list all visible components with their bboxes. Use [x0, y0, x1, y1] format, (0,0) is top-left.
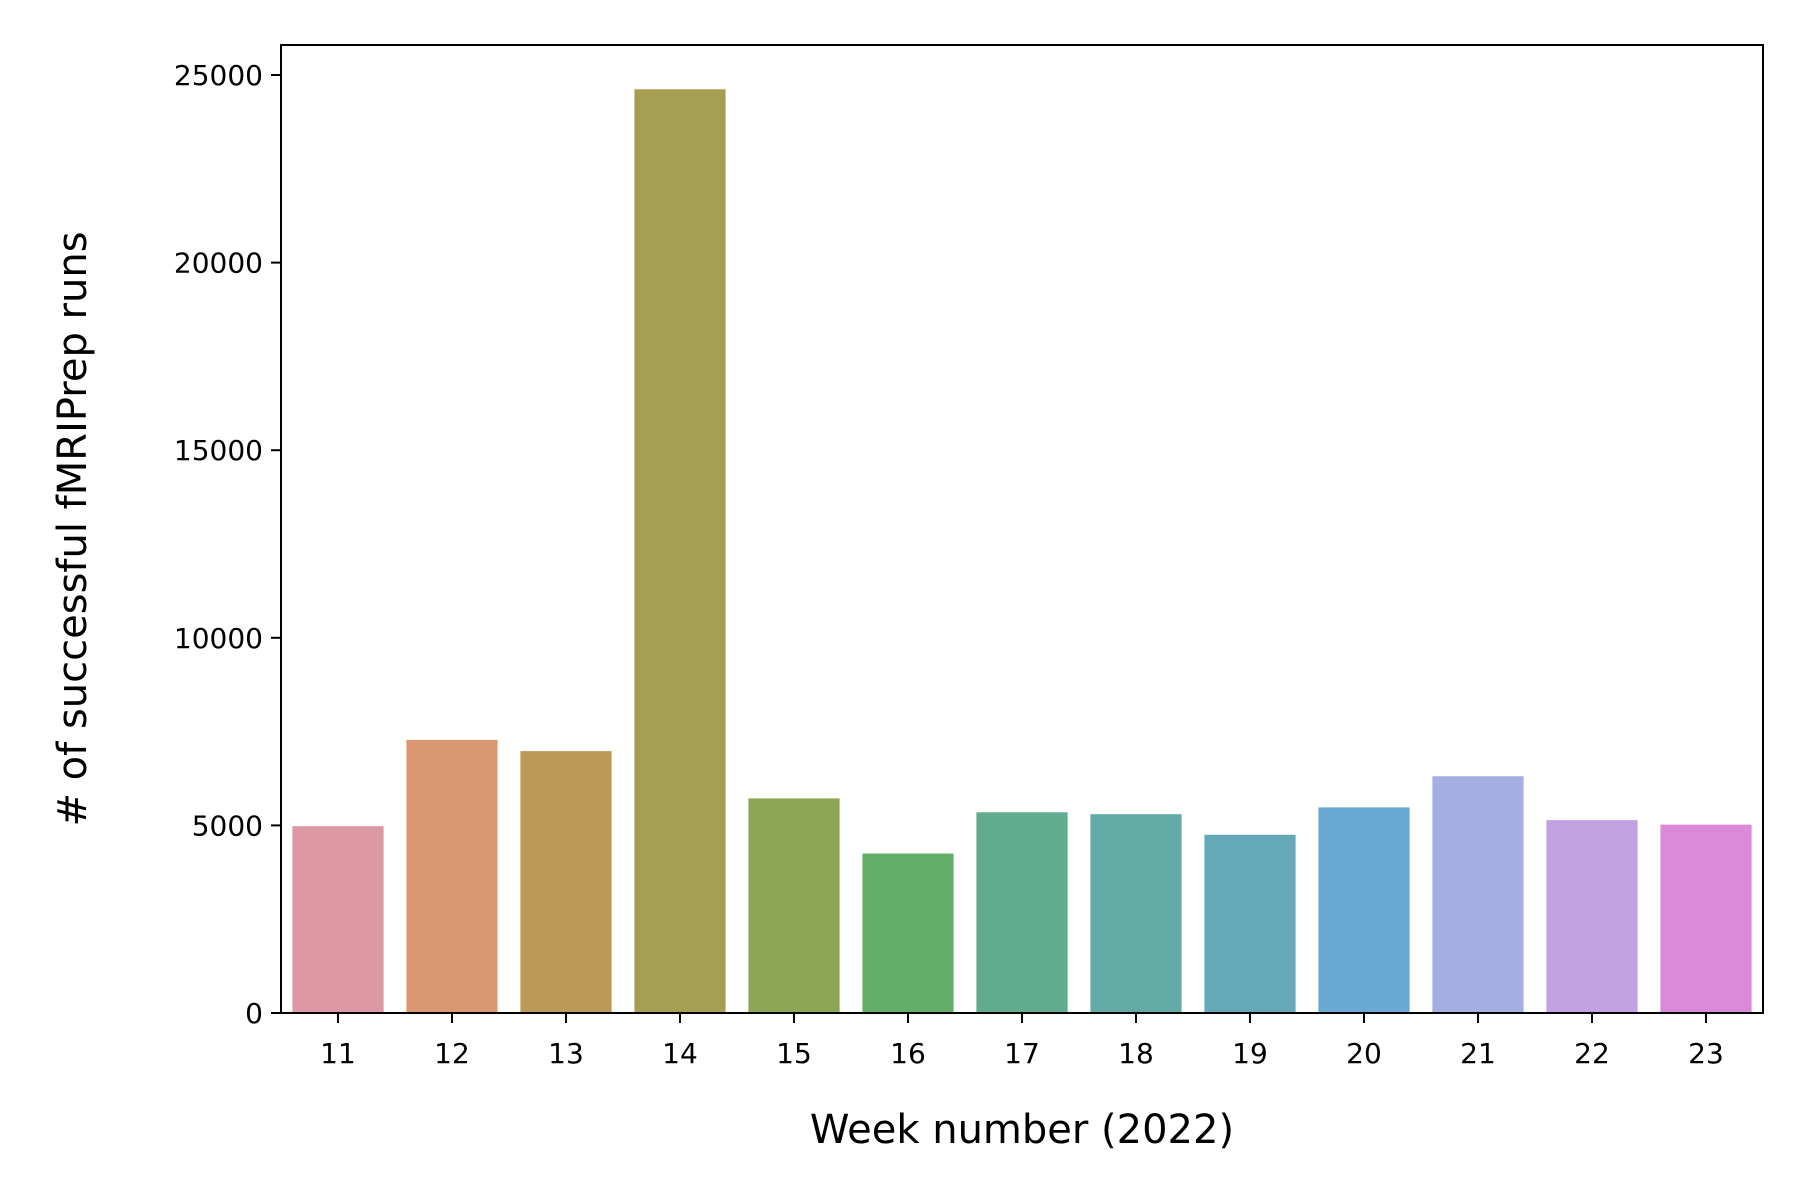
x-tick-label: 23	[1688, 1037, 1724, 1070]
y-axis-label: # of successful fMRIPrep runs	[50, 231, 96, 826]
y-tick-label: 20000	[174, 247, 263, 280]
y-tick-label: 15000	[174, 434, 263, 467]
x-tick-label: 13	[548, 1037, 584, 1070]
bar-week-22	[1546, 820, 1638, 1013]
x-tick-label: 20	[1346, 1037, 1382, 1070]
x-tick-label: 14	[662, 1037, 698, 1070]
bar-week-13	[520, 751, 612, 1013]
x-tick-label: 12	[434, 1037, 470, 1070]
bar-week-14	[634, 89, 726, 1013]
bar-week-12	[406, 739, 498, 1013]
x-tick-label: 11	[320, 1037, 356, 1070]
bar-week-15	[748, 798, 840, 1013]
bar-week-20	[1318, 807, 1410, 1013]
y-tick-label: 5000	[192, 809, 263, 842]
bar-week-19	[1204, 834, 1296, 1013]
x-tick-label: 15	[776, 1037, 812, 1070]
bar-week-23	[1660, 824, 1752, 1013]
bars-group	[292, 89, 1752, 1013]
x-tick-label: 17	[1004, 1037, 1040, 1070]
y-axis: 0 5000 10000 15000 20000 25000	[174, 59, 281, 1030]
x-tick-label: 21	[1460, 1037, 1496, 1070]
y-tick-label: 10000	[174, 622, 263, 655]
x-tick-label: 18	[1118, 1037, 1154, 1070]
x-axis-label: Week number (2022)	[810, 1107, 1234, 1153]
x-tick-label: 16	[890, 1037, 926, 1070]
bar-week-11	[292, 826, 384, 1013]
bar-week-16	[862, 853, 954, 1013]
bar-week-17	[976, 812, 1068, 1013]
bar-week-21	[1432, 776, 1524, 1013]
y-tick-label: 25000	[174, 59, 263, 92]
x-tick-label: 19	[1232, 1037, 1268, 1070]
x-axis: 11 12 13 14 15 16 17 18 19 20 21 22 23	[320, 1013, 1724, 1070]
y-tick-label: 0	[245, 997, 263, 1030]
bar-week-18	[1090, 814, 1182, 1013]
x-tick-label: 22	[1574, 1037, 1610, 1070]
